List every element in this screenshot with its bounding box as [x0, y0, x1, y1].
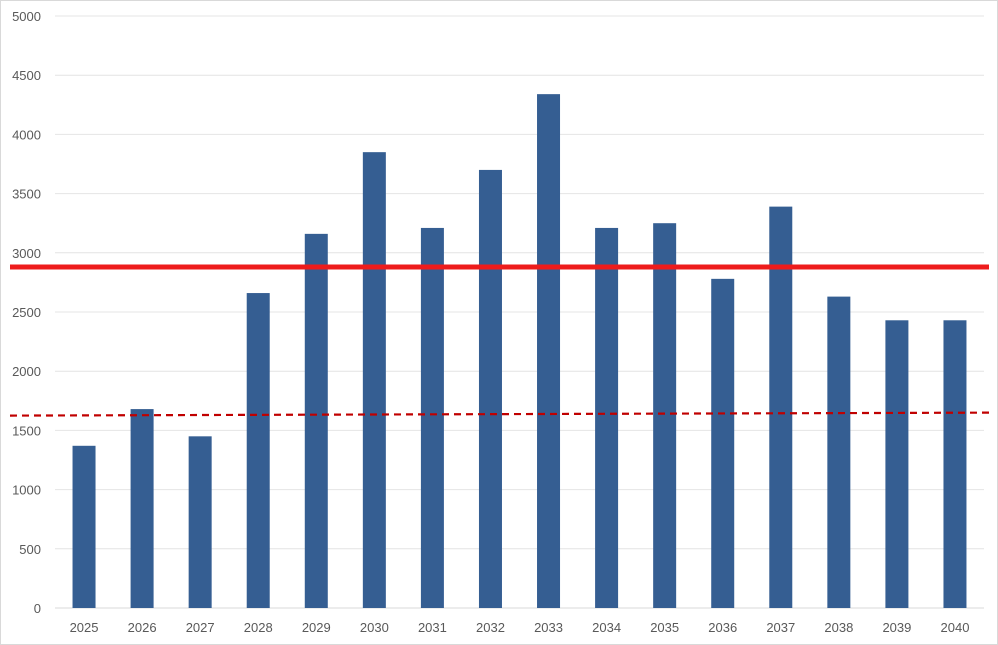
x-tick-label: 2039	[882, 620, 911, 635]
x-tick-label: 2040	[941, 620, 970, 635]
x-tick-label: 2036	[708, 620, 737, 635]
bar-2039	[885, 320, 909, 608]
y-tick-label: 500	[19, 542, 41, 557]
bar-2025	[72, 445, 96, 608]
bar-2033	[537, 94, 561, 609]
bar-2030	[362, 152, 386, 608]
bar-2029	[304, 233, 328, 608]
bar-2040	[943, 320, 967, 608]
y-tick-label: 1500	[12, 423, 41, 438]
bar-2037	[769, 206, 793, 608]
bar-2038	[827, 296, 851, 608]
bar-2027	[188, 436, 212, 608]
bar-2035	[653, 223, 677, 608]
x-tick-label: 2030	[360, 620, 389, 635]
x-tick-label: 2025	[70, 620, 99, 635]
x-tick-label: 2028	[244, 620, 273, 635]
y-tick-label: 4500	[12, 68, 41, 83]
x-tick-label: 2029	[302, 620, 331, 635]
y-axis-tick-labels: 0 500 1000 1500 2000 2500 3000 3500 4000 4500 5000	[12, 9, 41, 616]
x-tick-label: 2027	[186, 620, 215, 635]
x-tick-label: 2031	[418, 620, 447, 635]
x-tick-label: 2026	[128, 620, 157, 635]
x-axis-tick-labels: 2025 2026 2027 2028 2029 2030 2031 2032 2033 2034…	[70, 620, 970, 635]
bar-2031	[420, 227, 444, 608]
x-tick-label: 2038	[824, 620, 853, 635]
x-tick-label: 2035	[650, 620, 679, 635]
bar-2032	[478, 169, 502, 609]
y-tick-label: 3000	[12, 246, 41, 261]
y-tick-label: 5000	[12, 9, 41, 24]
y-tick-label: 3500	[12, 187, 41, 202]
x-tick-label: 2034	[592, 620, 621, 635]
x-tick-label: 2033	[534, 620, 563, 635]
x-tick-label: 2037	[766, 620, 795, 635]
x-tick-label: 2032	[476, 620, 505, 635]
y-tick-label: 2500	[12, 305, 41, 320]
bars	[72, 94, 967, 609]
reference-lines	[9, 264, 990, 417]
y-tick-label: 0	[34, 601, 41, 616]
y-tick-label: 2000	[12, 364, 41, 379]
y-tick-label: 4000	[12, 127, 41, 142]
bar-2028	[246, 293, 270, 608]
bar-2036	[711, 278, 735, 608]
bar-2034	[595, 227, 619, 608]
bar-2026	[130, 409, 154, 608]
y-tick-label: 1000	[12, 483, 41, 498]
